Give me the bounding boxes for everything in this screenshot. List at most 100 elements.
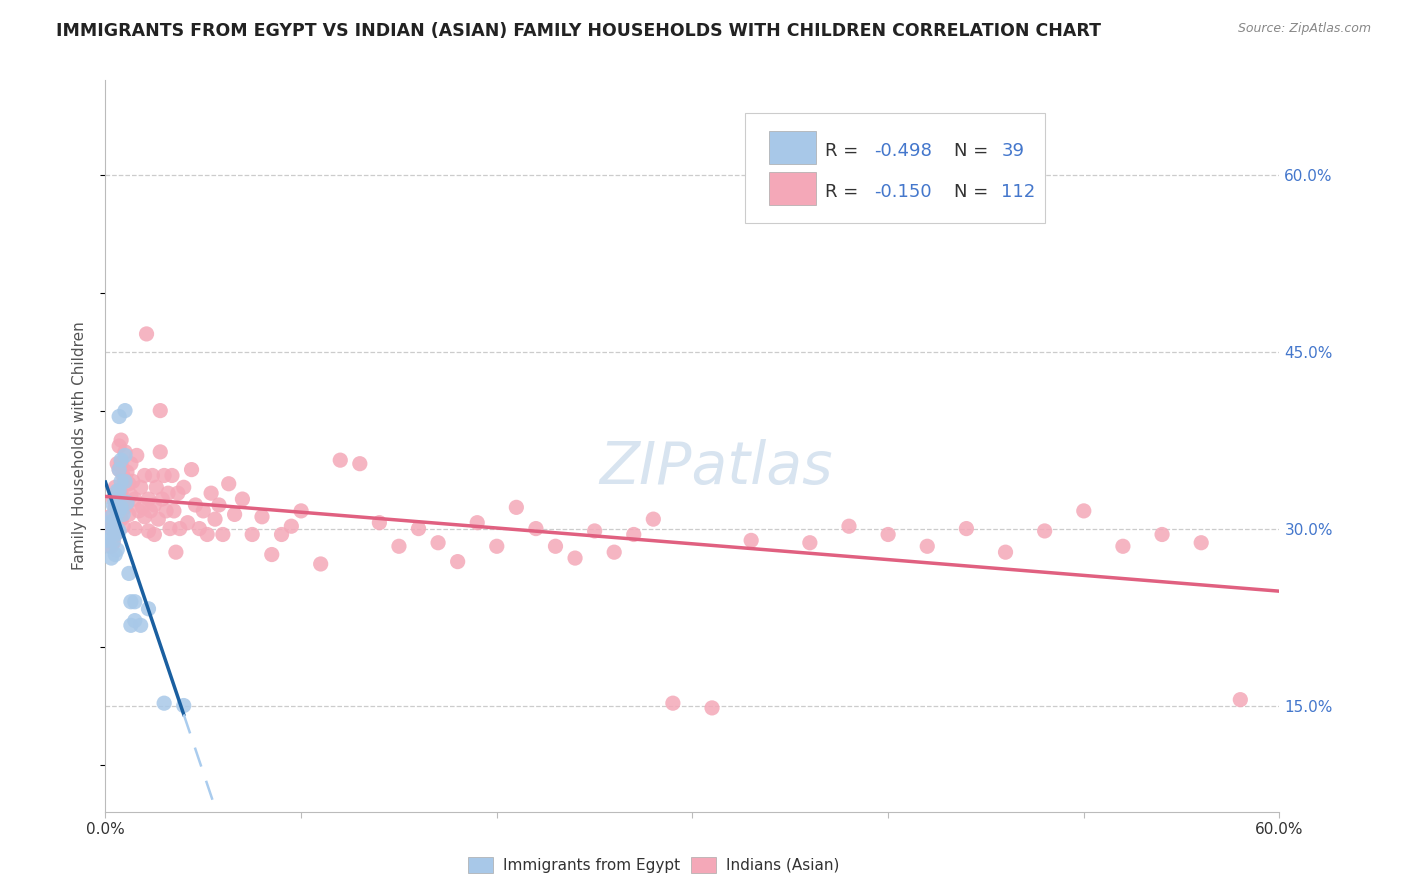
Point [118,508,141,522]
Point [118,476,141,491]
Point [877,527,900,541]
Point [740,533,762,548]
Point [129,618,152,632]
Point [98,516,121,530]
Point [105,522,128,536]
Point [105,542,128,557]
Point [564,551,586,566]
Point [114,475,136,489]
Point [139,504,162,518]
Point [180,462,202,476]
Point [131,500,153,515]
Point [108,489,131,503]
Point [105,512,128,526]
Point [155,504,177,518]
Point [100,551,122,566]
Point [124,595,146,609]
Point [250,509,273,524]
Text: R =: R = [825,142,865,161]
FancyBboxPatch shape [745,113,1045,223]
Point [128,504,150,518]
Text: Immigrants from Egypt: Immigrants from Egypt [503,858,681,872]
Point [114,475,136,489]
Point [917,539,939,553]
Point [838,519,860,533]
Point [105,457,128,471]
Point [105,500,128,515]
Point [112,508,135,522]
Point [193,504,215,518]
Point [153,696,176,710]
Point [150,492,173,507]
Text: ZIPatlas: ZIPatlas [599,440,832,497]
Point [100,539,122,553]
Point [1073,504,1095,518]
Point [110,475,132,489]
Point [349,457,371,471]
Point [173,698,195,713]
Point [524,522,547,536]
Point [124,614,146,628]
Point [108,483,131,498]
Point [224,508,246,522]
Point [799,535,821,549]
Point [145,480,167,494]
Point [184,498,207,512]
Point [173,480,195,494]
Point [160,468,183,483]
Text: 39: 39 [1001,142,1024,161]
Point [114,403,136,417]
Point [204,512,226,526]
Point [124,522,146,536]
Point [388,539,411,553]
Text: 112: 112 [1001,183,1035,202]
Point [143,527,166,541]
Point [105,486,128,500]
Point [103,535,125,549]
Point [115,495,138,509]
Point [104,527,127,541]
Point [700,701,723,715]
Point [280,519,302,533]
Point [141,468,163,483]
Point [104,527,127,541]
Point [121,475,143,489]
Point [138,602,160,616]
Point [1033,524,1056,538]
Point [98,509,121,524]
Point [465,516,488,530]
Point [115,495,138,509]
Point [149,403,172,417]
Point [260,548,283,562]
Point [108,439,131,453]
Point [108,512,131,526]
Point [188,522,211,536]
Point [112,495,135,509]
Text: N =: N = [955,183,994,202]
Point [120,618,142,632]
Point [208,498,231,512]
Point [643,512,665,526]
Point [114,500,136,515]
Point [125,449,148,463]
Point [100,509,122,524]
Point [110,500,132,515]
Point [114,445,136,459]
Point [103,533,125,548]
Point [153,468,176,483]
Point [110,457,132,471]
Point [114,449,136,463]
Point [112,519,135,533]
Text: Source: ZipAtlas.com: Source: ZipAtlas.com [1237,22,1371,36]
Point [103,492,125,507]
Point [105,483,128,498]
Point [329,453,352,467]
Point [103,522,125,536]
Point [368,516,391,530]
Point [98,539,121,553]
Point [157,486,180,500]
Point [104,492,127,507]
Point [195,527,218,541]
Point [166,486,188,500]
Point [103,498,125,512]
